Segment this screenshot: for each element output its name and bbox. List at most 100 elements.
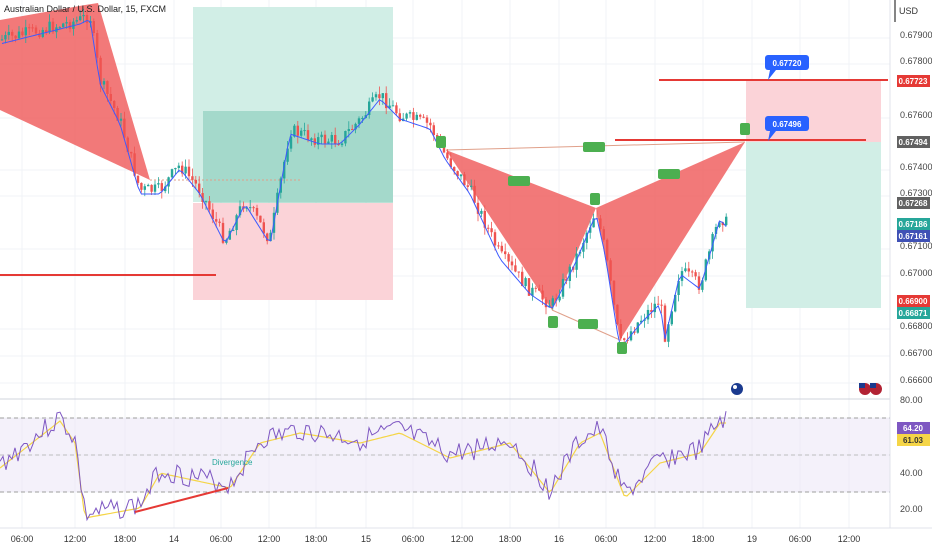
candle-body <box>208 201 211 210</box>
candle-body <box>473 185 476 203</box>
candle-body <box>575 253 578 270</box>
candle-body <box>602 229 605 240</box>
candle-body <box>660 304 663 306</box>
short-position-stop-zone[interactable] <box>746 80 881 142</box>
time-axis[interactable]: 06:00 12:00 18:00 14 06:00 12:00 18:00 15 06:00 1… <box>0 527 932 544</box>
candle-body <box>408 112 412 114</box>
candle-body <box>211 209 214 220</box>
level-lines[interactable] <box>0 79 888 276</box>
candle-body <box>252 207 255 209</box>
pattern-left-triangle[interactable] <box>0 3 150 180</box>
candle-body <box>687 268 690 272</box>
candle-body <box>378 94 381 99</box>
time-tick: 12:00 <box>64 534 87 544</box>
candle-body <box>459 174 463 177</box>
candle-body <box>691 271 694 273</box>
candle-body <box>351 129 354 131</box>
candle-body <box>262 222 265 234</box>
candle-body <box>306 130 310 141</box>
candle-body <box>361 117 364 119</box>
pattern-xab-triangle[interactable] <box>446 150 596 310</box>
candle-body <box>541 290 544 300</box>
candle-body <box>119 118 123 121</box>
candle-body <box>215 219 218 222</box>
candle-body <box>521 271 524 287</box>
currency-label[interactable]: USD <box>898 6 918 16</box>
candle-body <box>269 232 272 242</box>
candle-body <box>585 232 588 243</box>
candle-body <box>113 100 116 108</box>
candle-body <box>31 27 34 29</box>
candle-body <box>198 183 201 194</box>
candle-body <box>266 233 269 242</box>
candle-body <box>65 22 68 24</box>
candle-body <box>344 131 347 144</box>
candle-body <box>483 210 486 228</box>
candle-body <box>684 268 687 272</box>
candle-body <box>147 184 150 187</box>
candle-body <box>235 215 238 231</box>
candle-body <box>58 27 61 29</box>
time-tick: 14 <box>169 534 179 544</box>
divergence-line <box>134 487 229 513</box>
candle-body <box>385 93 388 109</box>
candle-body <box>177 165 180 169</box>
price-tick: 0.67100 <box>900 241 932 251</box>
position-zones[interactable] <box>193 7 881 308</box>
price-label-mid: 0.67268 <box>899 199 928 208</box>
price-axis[interactable]: 0.67900 0.67800 0.67600 0.67400 0.67300 … <box>889 0 932 528</box>
candle-body <box>283 161 286 179</box>
candle-body <box>320 134 323 138</box>
price-label-last: 0.67186 <box>899 220 928 229</box>
candle-body <box>368 101 371 116</box>
candle-body <box>646 309 650 320</box>
candle-body <box>181 165 184 174</box>
candle-body <box>514 265 517 272</box>
candle-body <box>555 298 558 301</box>
candle-body <box>48 21 51 33</box>
price-callout-lower[interactable]: 0.67496 <box>765 116 809 141</box>
candle-body <box>68 22 72 29</box>
australia-flag-icon[interactable] <box>731 383 743 395</box>
short-position-target-zone[interactable] <box>746 142 881 308</box>
long-position-stop-zone[interactable] <box>193 203 393 300</box>
candle-body <box>317 137 320 145</box>
pattern-bcd-triangle[interactable] <box>596 142 745 340</box>
usa-flag-icon[interactable] <box>859 383 882 395</box>
symbol-title[interactable]: Australian Dollar / U.S. Dollar, 15, FXC… <box>4 4 167 14</box>
time-tick: 12:00 <box>451 534 474 544</box>
candle-body <box>327 141 330 144</box>
candle-body <box>85 14 89 24</box>
candle-body <box>204 201 208 203</box>
candle-body <box>714 226 718 234</box>
candle-body <box>174 168 177 170</box>
candle-body <box>524 278 527 287</box>
candle-body <box>14 35 17 39</box>
candle-body <box>92 21 95 34</box>
candle-body <box>4 35 7 40</box>
price-label-stop: 0.67723 <box>899 77 928 86</box>
candle-body <box>136 175 140 183</box>
candle-body <box>300 130 303 136</box>
candle-body <box>221 222 225 243</box>
price-candles <box>0 7 728 348</box>
rsi-line <box>0 411 727 522</box>
candle-body <box>616 304 619 325</box>
pattern-point-markers[interactable] <box>436 123 750 354</box>
candle-body <box>150 184 153 192</box>
candle-body <box>425 117 429 123</box>
candle-body <box>466 185 469 187</box>
time-tick: 18:00 <box>305 534 328 544</box>
harmonic-patterns[interactable] <box>0 3 745 340</box>
candle-body <box>140 182 143 190</box>
candle-body <box>0 39 4 41</box>
candle-body <box>102 81 106 85</box>
price-callout-upper[interactable]: 0.67720 <box>765 55 809 80</box>
candle-body <box>82 14 85 17</box>
candle-body <box>667 324 670 342</box>
price-tick: 0.66600 <box>900 375 932 385</box>
rsi-ma-label: 61.03 <box>903 436 924 445</box>
candle-body <box>123 118 126 138</box>
candle-body <box>538 288 541 291</box>
